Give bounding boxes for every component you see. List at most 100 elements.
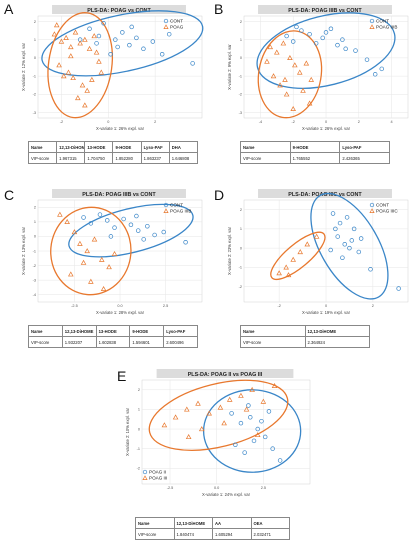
table-cell: 2.426365 bbox=[339, 152, 390, 164]
data-point-triangle bbox=[84, 87, 90, 93]
data-point-triangle bbox=[303, 60, 310, 66]
table-cell: 9-HODE bbox=[289, 141, 341, 153]
data-point-circle bbox=[161, 229, 166, 235]
data-point-triangle bbox=[267, 44, 274, 50]
data-point-circle bbox=[299, 28, 304, 33]
y-tick-label: -2 bbox=[137, 467, 140, 471]
data-point-circle bbox=[262, 434, 268, 440]
vip-table-e: Name 12,13-DiHOME AA OEA VIP-score 1.840… bbox=[135, 517, 290, 540]
data-point-triangle bbox=[260, 398, 267, 404]
y-tick-label: 0 bbox=[34, 235, 36, 239]
legend-marker-triangle bbox=[369, 24, 375, 29]
confidence-ellipse bbox=[47, 12, 113, 119]
data-point-triangle bbox=[274, 49, 280, 55]
data-point-circle bbox=[344, 215, 350, 220]
y-axis-label: X-variate 2: 10% expl. var bbox=[125, 407, 130, 456]
data-point-circle bbox=[127, 42, 132, 48]
data-point-circle bbox=[87, 26, 92, 32]
x-tick-label: -2.5 bbox=[167, 486, 174, 490]
x-tick-label: 0.0 bbox=[214, 486, 219, 490]
plot-d: PLS-DA: POAG IIIC vs CONT -2 0 2 2 1 0 -1 -2 X-va… bbox=[227, 189, 409, 315]
legend-label: POAG IIIB bbox=[170, 209, 191, 214]
data-point-circle bbox=[229, 411, 234, 416]
y-tick-label: -1 bbox=[33, 74, 36, 78]
legend-marker-circle bbox=[369, 18, 375, 24]
y-tick-label: 0 bbox=[138, 427, 140, 431]
data-point-triangle bbox=[304, 241, 311, 247]
data-point-triangle bbox=[184, 406, 190, 412]
data-point-triangle bbox=[58, 38, 65, 44]
legend-marker-triangle bbox=[142, 475, 148, 480]
x-axis-label: X-variate 1: 26% expl. var bbox=[96, 126, 145, 131]
x-tick-label: 2 bbox=[154, 120, 156, 124]
data-point-circle bbox=[233, 442, 238, 448]
legend-marker-triangle bbox=[163, 24, 169, 29]
table-cell: 1.704750 bbox=[84, 152, 114, 164]
data-point-triangle bbox=[283, 264, 289, 270]
data-point-circle bbox=[343, 46, 348, 52]
y-tick-label: 1 bbox=[240, 38, 242, 42]
data-point-circle bbox=[335, 234, 340, 239]
table-cell: 12,13-DiHOME bbox=[173, 517, 213, 529]
table-cell: 1.863237 bbox=[140, 152, 170, 164]
vip-header-row: Name 12,13-DiHOME 13-HODE 9-HODE Lyso-PA… bbox=[28, 325, 198, 337]
x-tick-label: 0 bbox=[325, 120, 327, 124]
data-point-circle bbox=[270, 446, 275, 451]
data-point-circle bbox=[347, 245, 352, 251]
data-point-circle bbox=[108, 51, 113, 57]
confidence-ellipse bbox=[310, 192, 389, 300]
data-point-triangle bbox=[172, 414, 179, 420]
legend-marker-circle bbox=[369, 202, 375, 208]
data-point-triangle bbox=[238, 392, 244, 398]
data-point-circle bbox=[294, 24, 299, 30]
data-point-triangle bbox=[185, 433, 192, 440]
legend-marker-circle bbox=[142, 469, 148, 475]
y-tick-label: -1 bbox=[137, 447, 140, 451]
x-tick-label: -2 bbox=[60, 120, 63, 124]
data-point-triangle bbox=[89, 76, 95, 82]
data-point-triangle bbox=[91, 236, 98, 242]
data-point-triangle bbox=[68, 53, 74, 59]
confidence-ellipse bbox=[270, 231, 326, 281]
data-point-triangle bbox=[98, 69, 105, 75]
data-point-circle bbox=[328, 247, 333, 253]
data-point-triangle bbox=[161, 422, 168, 428]
vip-header-row: Name 12,13-DiHOME AA OEA bbox=[135, 517, 290, 529]
data-point-circle bbox=[333, 226, 338, 232]
data-point-circle bbox=[372, 72, 378, 77]
data-point-circle bbox=[337, 220, 343, 226]
data-point-circle bbox=[94, 41, 99, 46]
data-point-triangle bbox=[276, 270, 282, 276]
data-point-triangle bbox=[206, 410, 212, 416]
table-cell: 2.600496 bbox=[163, 336, 198, 348]
panel-letter-d: D bbox=[214, 187, 225, 203]
data-point-triangle bbox=[306, 100, 313, 106]
data-point-triangle bbox=[282, 76, 288, 82]
y-tick-label: 0 bbox=[240, 56, 242, 60]
table-cell: Lyso-PAF bbox=[163, 325, 198, 337]
table-cell: DHA bbox=[168, 141, 199, 153]
data-point-triangle bbox=[300, 87, 306, 93]
table-cell: 9-HODE bbox=[112, 141, 142, 153]
x-tick-label: -2.5 bbox=[71, 304, 78, 308]
table-cell: Name bbox=[135, 517, 175, 529]
data-point-triangle bbox=[297, 249, 304, 255]
data-point-circle bbox=[152, 232, 157, 238]
vip-value-row: VIP-score 1.765552 2.426365 bbox=[240, 152, 390, 164]
chart-title: PLS-DA: POAG II vs POAG III bbox=[188, 372, 263, 378]
data-point-circle bbox=[128, 222, 134, 228]
data-point-circle bbox=[266, 409, 272, 414]
data-point-circle bbox=[340, 255, 345, 260]
chart-title: PLS-DA: POAG vs CONT bbox=[87, 8, 151, 14]
x-tick-label: 0.0 bbox=[117, 304, 122, 308]
data-point-triangle bbox=[270, 73, 277, 79]
data-point-triangle bbox=[292, 62, 298, 68]
data-point-circle bbox=[120, 30, 125, 35]
data-point-circle bbox=[351, 226, 357, 232]
data-point-circle bbox=[88, 221, 94, 226]
table-cell: VIP-score bbox=[135, 528, 175, 540]
data-point-circle bbox=[246, 403, 251, 408]
x-tick-label: 0 bbox=[325, 304, 327, 308]
data-point-circle bbox=[113, 37, 118, 42]
y-tick-label: 2 bbox=[240, 20, 242, 24]
